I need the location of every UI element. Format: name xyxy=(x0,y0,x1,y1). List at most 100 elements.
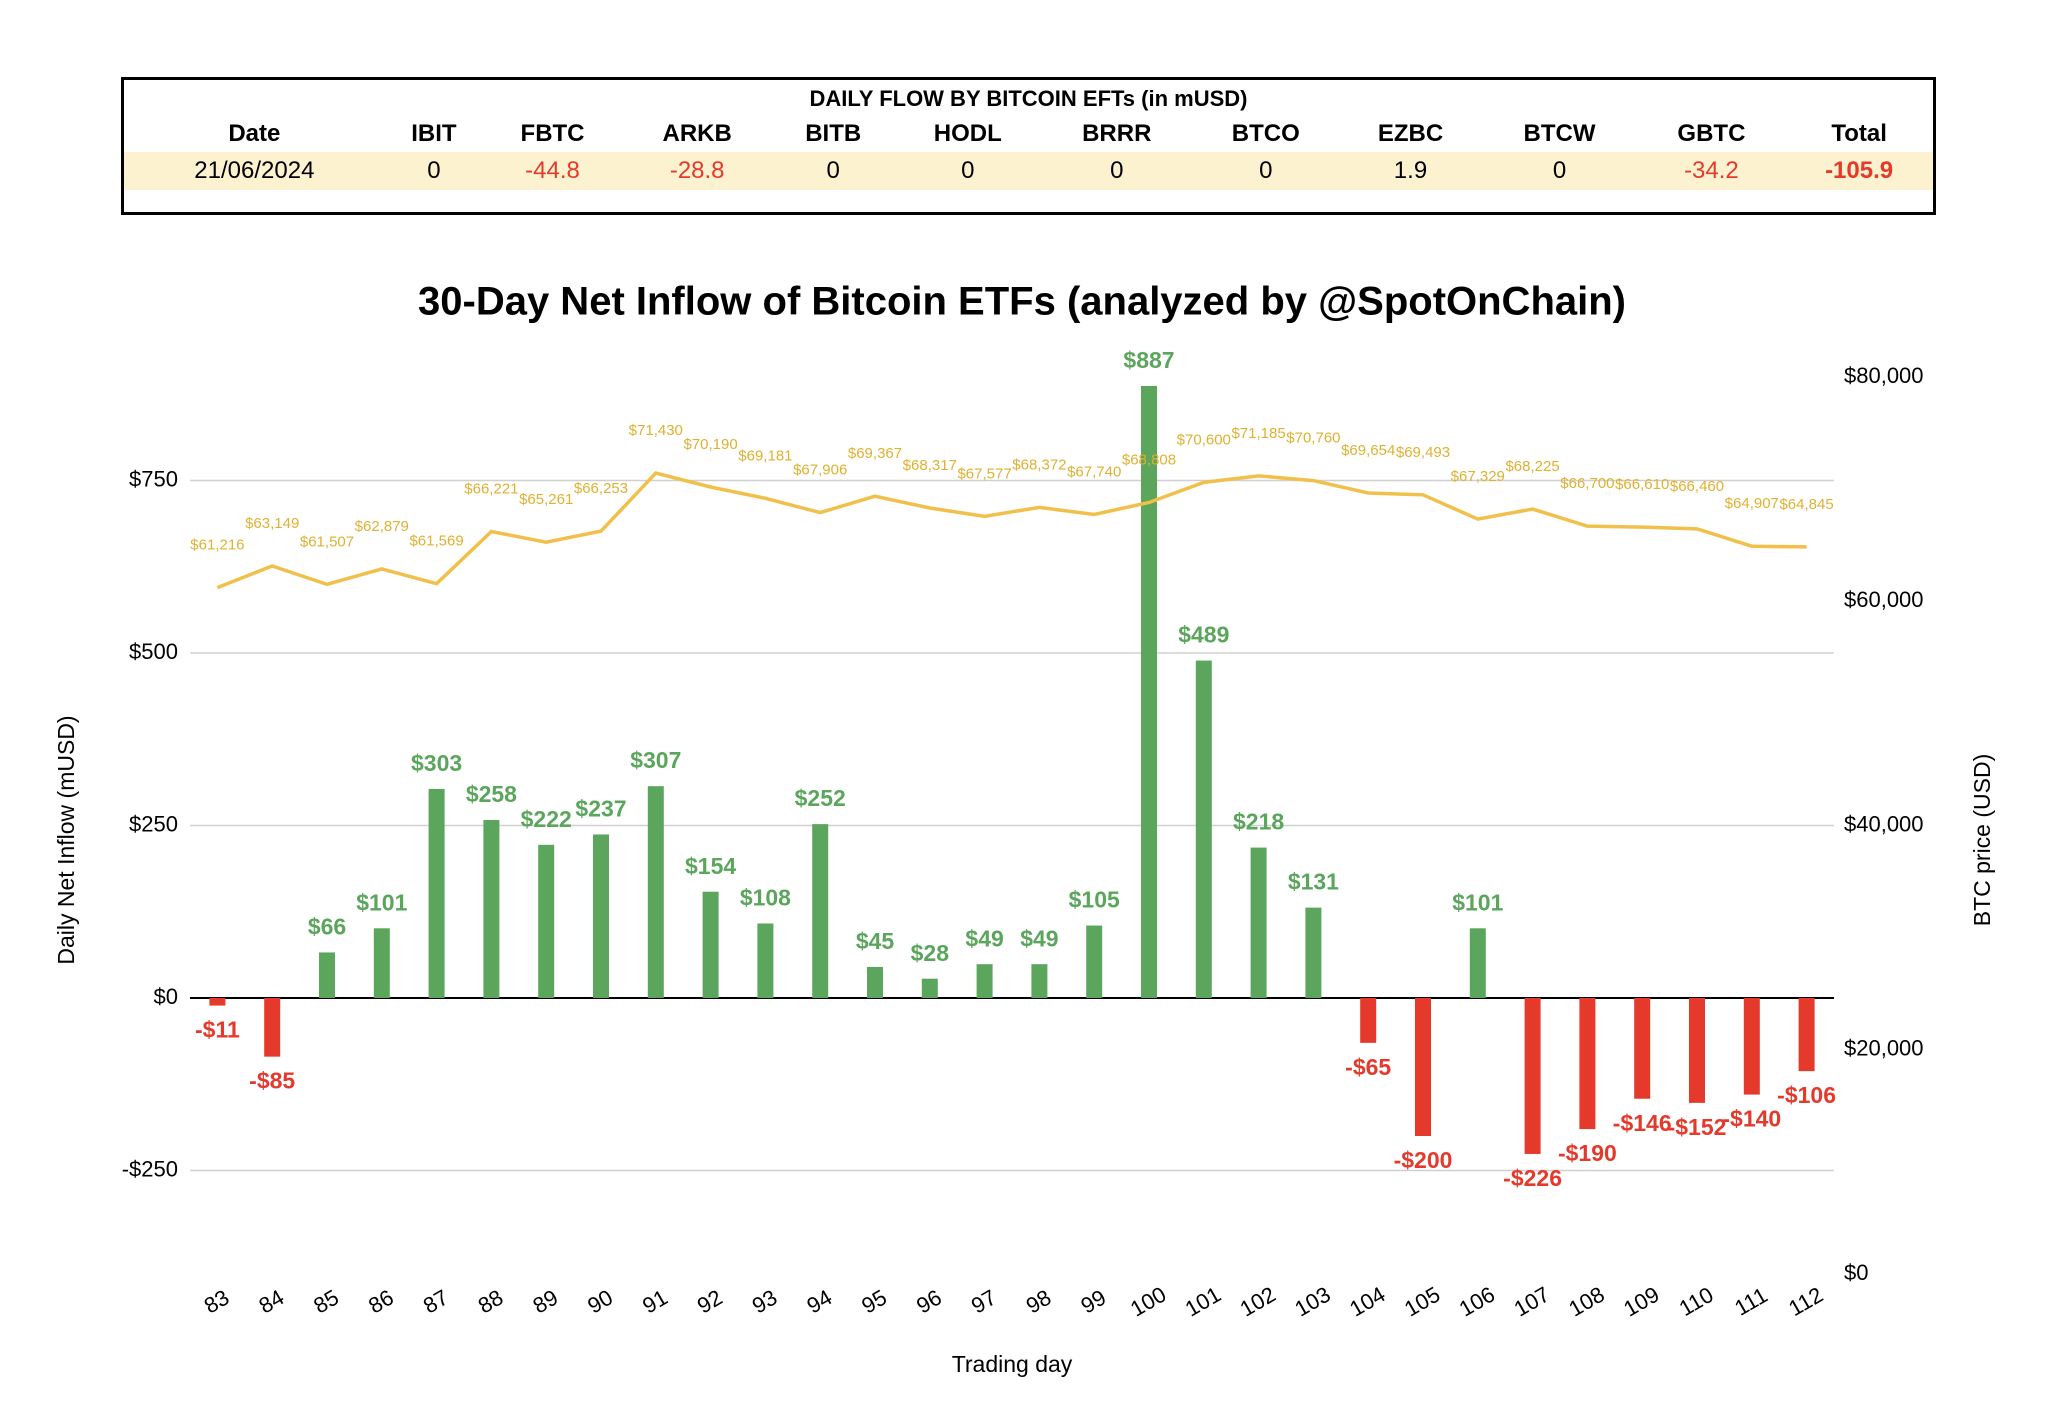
x-tick-label: 96 xyxy=(912,1285,946,1319)
price-label: $67,906 xyxy=(793,462,847,479)
table-cell: -28.8 xyxy=(621,152,773,190)
x-tick-label: 101 xyxy=(1181,1282,1225,1322)
column-header: Total xyxy=(1831,120,1887,147)
data-label: $237 xyxy=(575,796,626,822)
price-label: $66,700 xyxy=(1560,475,1614,492)
table-cell: 0 xyxy=(1192,152,1340,190)
bar xyxy=(1141,385,1157,999)
table-cell: 0 xyxy=(384,152,484,190)
bar xyxy=(1579,998,1596,1130)
x-tick-label: 88 xyxy=(474,1285,508,1319)
price-label: $68,317 xyxy=(903,457,957,474)
data-label: -$65 xyxy=(1345,1054,1391,1080)
x-tick-label: 98 xyxy=(1022,1285,1056,1319)
column-header: Date xyxy=(228,120,281,147)
column-header: BITB xyxy=(805,120,862,147)
data-label: $222 xyxy=(521,806,572,832)
x-tick-label: 94 xyxy=(803,1285,837,1319)
table-cell: 0 xyxy=(1481,152,1638,190)
data-label: $45 xyxy=(856,928,895,954)
bar xyxy=(264,998,281,1057)
data-label: $108 xyxy=(740,885,791,911)
bar xyxy=(319,952,335,998)
column-header: GBTC xyxy=(1677,120,1746,147)
data-label: $101 xyxy=(356,889,407,915)
price-label: $64,845 xyxy=(1779,496,1833,513)
price-label: $63,149 xyxy=(245,515,299,532)
data-label: $28 xyxy=(911,940,950,966)
x-tick-label: 84 xyxy=(255,1285,289,1319)
data-label: -$106 xyxy=(1777,1082,1836,1108)
price-label: $69,181 xyxy=(738,447,792,464)
x-tick-label: 87 xyxy=(419,1285,453,1319)
bar xyxy=(1689,998,1705,1103)
x-tick-label: 102 xyxy=(1236,1282,1280,1322)
y-tick-label: -$250 xyxy=(122,1156,178,1181)
bar xyxy=(1360,998,1377,1043)
x-tick-label: 111 xyxy=(1730,1282,1771,1320)
data-label: $303 xyxy=(411,750,462,776)
bar xyxy=(1634,998,1651,1099)
data-label: -$85 xyxy=(249,1068,295,1094)
price-label: $62,879 xyxy=(355,518,409,535)
y2-tick-label: $40,000 xyxy=(1844,811,1924,836)
table-cell: -105.9 xyxy=(1785,152,1933,190)
price-label: $69,367 xyxy=(848,445,902,462)
x-tick-label: 103 xyxy=(1290,1282,1334,1322)
bar xyxy=(428,788,445,998)
x-tick-label: 89 xyxy=(529,1285,563,1319)
bar xyxy=(921,978,938,998)
bar xyxy=(757,923,774,998)
bar xyxy=(483,819,500,998)
data-label: $307 xyxy=(630,747,681,773)
table-cell: 1.9 xyxy=(1339,152,1482,190)
x-tick-label: 85 xyxy=(309,1285,343,1319)
column-header: BTCO xyxy=(1231,120,1300,147)
price-label: $61,507 xyxy=(300,533,354,550)
data-label: $218 xyxy=(1233,809,1284,835)
x-tick-label: 108 xyxy=(1564,1282,1608,1322)
data-label: $105 xyxy=(1069,887,1120,913)
column-header: BRRR xyxy=(1082,120,1152,147)
bar xyxy=(1195,660,1212,998)
column-header: HODL xyxy=(933,120,1002,147)
data-label: $489 xyxy=(1178,622,1229,648)
bar xyxy=(209,998,226,1006)
x-tick-label: 100 xyxy=(1126,1282,1170,1322)
price-line xyxy=(216,471,1807,590)
data-label: $258 xyxy=(466,781,517,807)
data-label: -$190 xyxy=(1558,1140,1617,1166)
price-label: $61,216 xyxy=(190,537,244,554)
data-label: -$200 xyxy=(1394,1147,1453,1173)
flow-table: DAILY FLOW BY BITCOIN EFTs (in mUSD) Dat… xyxy=(121,77,1936,215)
data-label: $66 xyxy=(308,914,346,940)
column-header: EZBC xyxy=(1377,120,1444,147)
data-label: $49 xyxy=(965,925,1003,951)
data-label: -$152 xyxy=(1668,1114,1727,1140)
bar xyxy=(976,964,993,998)
y2-tick-label: $60,000 xyxy=(1844,587,1924,612)
bar xyxy=(1415,998,1431,1136)
price-label: $66,253 xyxy=(574,480,628,497)
data-label: -$11 xyxy=(195,1017,240,1043)
bar xyxy=(593,834,609,998)
table: DAILY FLOW BY BITCOIN EFTs (in mUSD) Dat… xyxy=(124,80,1933,190)
data-label: $131 xyxy=(1288,869,1339,895)
price-label: $65,261 xyxy=(519,491,573,508)
column-header: IBIT xyxy=(411,120,457,147)
bar xyxy=(1743,998,1760,1095)
price-label: $70,190 xyxy=(683,436,737,453)
x-axis-label: Trading day xyxy=(952,1351,1073,1377)
x-tick-label: 86 xyxy=(364,1285,398,1319)
price-label: $71,185 xyxy=(1231,425,1285,442)
bar xyxy=(702,891,719,998)
y-tick-label: $750 xyxy=(129,466,178,491)
table-cell: 21/06/2024 xyxy=(124,152,385,190)
x-tick-label: 97 xyxy=(967,1285,1001,1319)
x-tick-label: 95 xyxy=(857,1285,891,1319)
column-header: FBTC xyxy=(520,120,585,147)
bar xyxy=(1031,964,1048,998)
y2-tick-label: $20,000 xyxy=(1844,1036,1924,1061)
bar xyxy=(812,824,829,998)
